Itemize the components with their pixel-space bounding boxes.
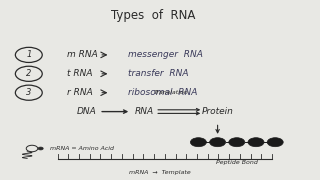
Text: Protein: Protein <box>202 107 234 116</box>
Circle shape <box>210 138 226 147</box>
Circle shape <box>190 138 206 147</box>
Text: 1: 1 <box>26 50 31 59</box>
Circle shape <box>248 138 264 147</box>
Text: mRNA  →  Template: mRNA → Template <box>129 170 191 175</box>
Text: mRNA = Amino Acid: mRNA = Amino Acid <box>50 146 114 151</box>
Text: messenger  RNA: messenger RNA <box>128 50 203 59</box>
Text: m RNA: m RNA <box>67 50 98 59</box>
Text: RNA: RNA <box>134 107 154 116</box>
Text: ribosomal  RNA: ribosomal RNA <box>128 88 197 97</box>
Circle shape <box>267 138 283 147</box>
Text: transfer  RNA: transfer RNA <box>128 69 188 78</box>
Text: Peptide Bond: Peptide Bond <box>216 160 258 165</box>
Text: DNA: DNA <box>76 107 96 116</box>
Text: r RNA: r RNA <box>67 88 93 97</box>
Text: 3: 3 <box>26 88 31 97</box>
Circle shape <box>229 138 245 147</box>
Text: t RNA: t RNA <box>67 69 93 78</box>
Circle shape <box>38 147 43 150</box>
Text: Types  of  RNA: Types of RNA <box>111 9 196 22</box>
Text: 2: 2 <box>26 69 31 78</box>
Text: Translation: Translation <box>154 90 188 95</box>
